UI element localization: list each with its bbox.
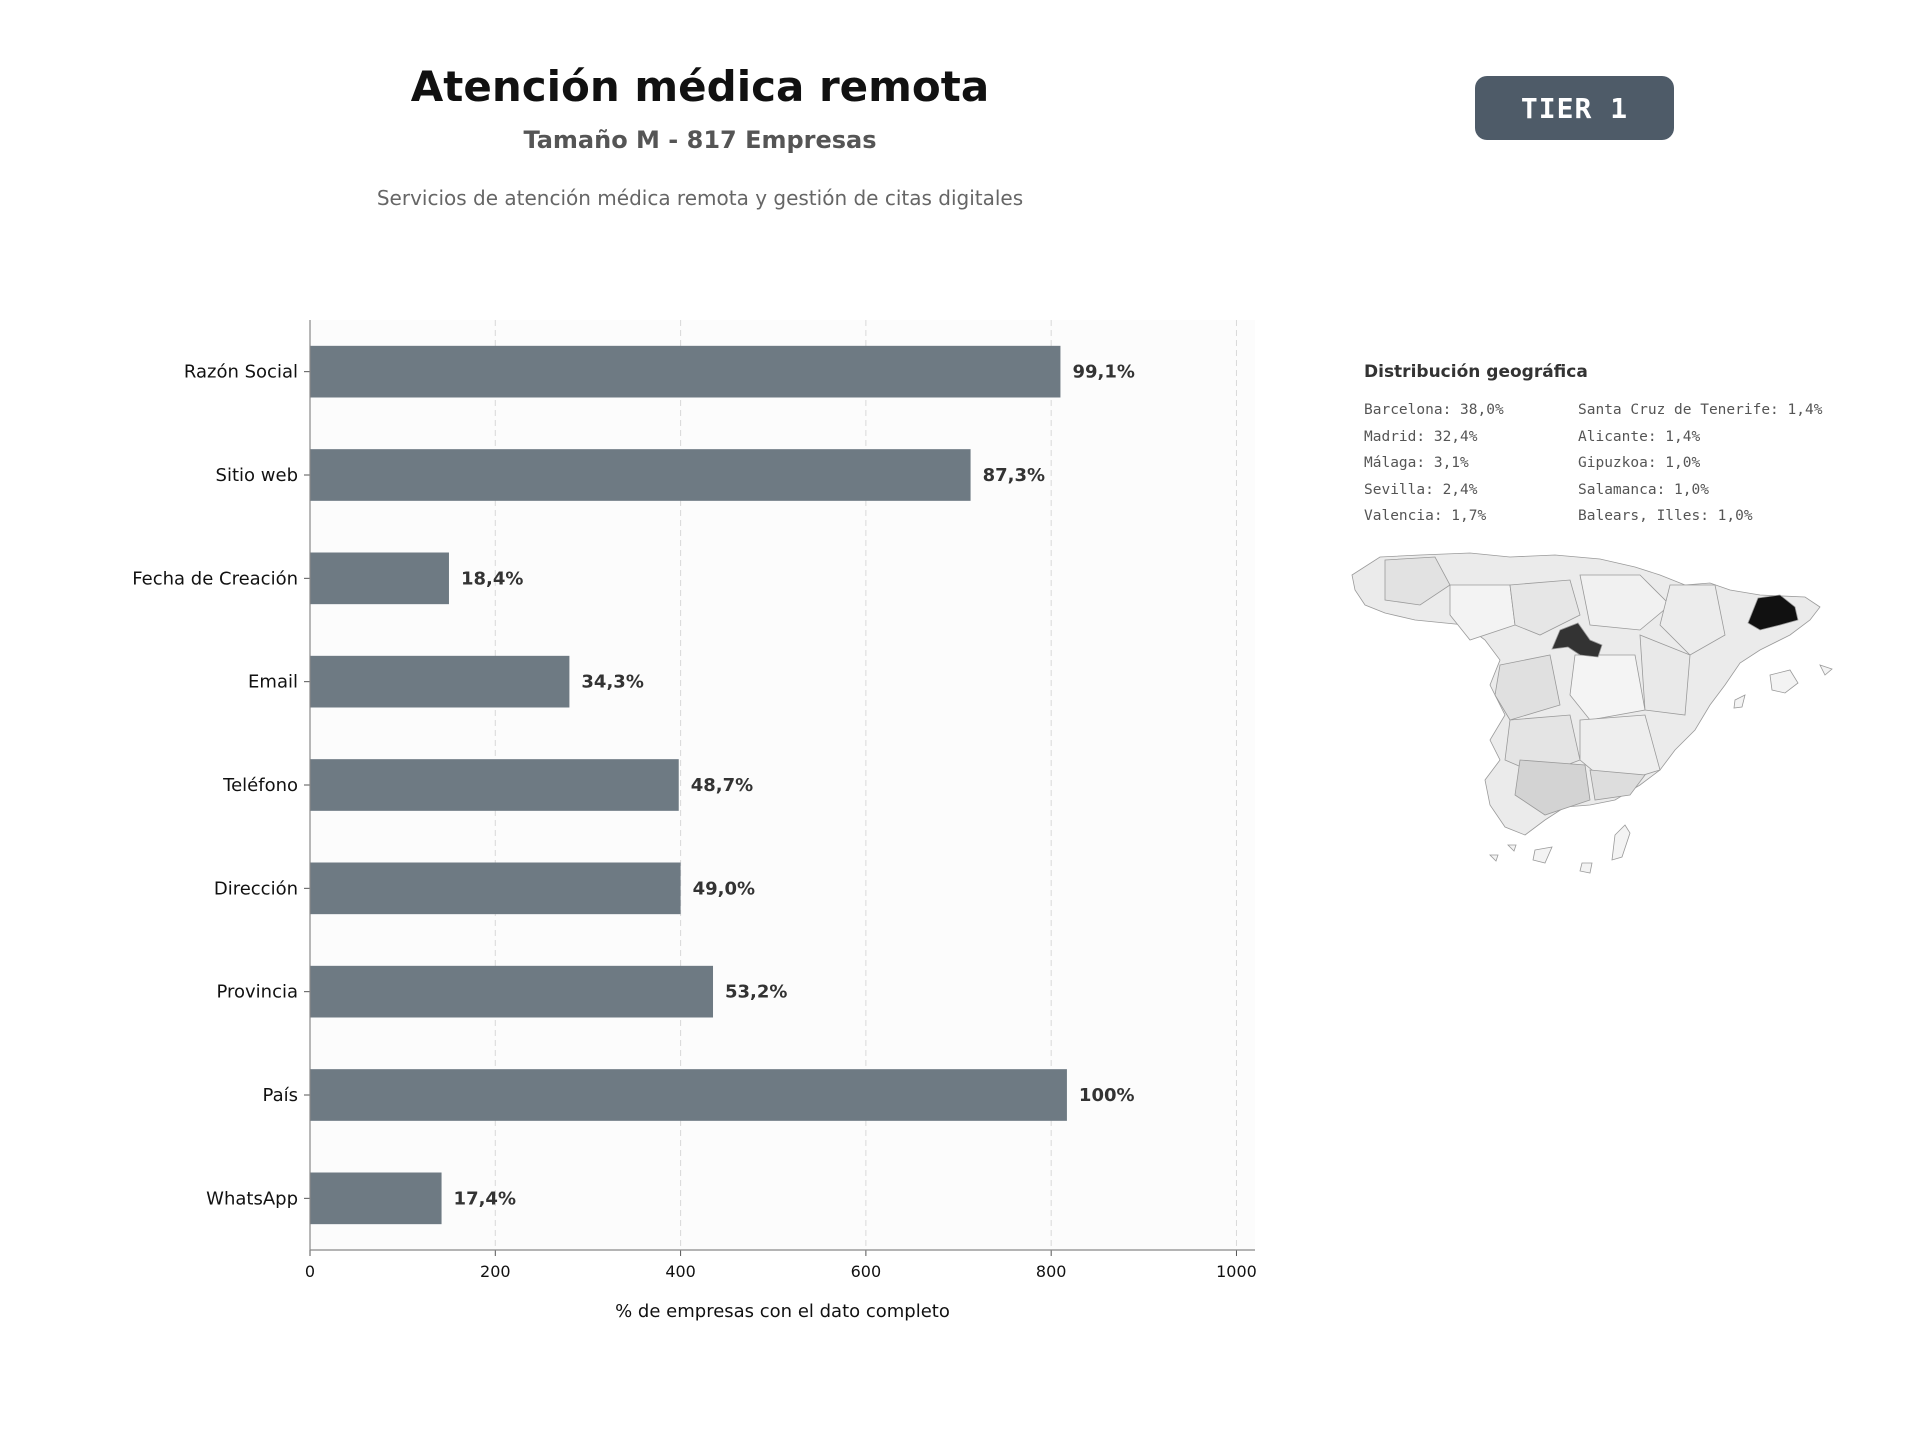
bar (310, 862, 681, 915)
geo-item: Gipuzkoa: 1,0% (1578, 455, 1701, 471)
map-canary-islands (1611, 824, 1631, 861)
map-canary-islands (1507, 844, 1517, 852)
map-canary-islands (1489, 854, 1499, 862)
page-subtitle: Tamaño M - 817 Empresas (523, 126, 877, 154)
data-label: 34,3% (581, 672, 643, 693)
x-tick-label: 1000 (1216, 1262, 1257, 1281)
map-balearic-islands (1819, 664, 1833, 676)
x-tick-label: 200 (480, 1262, 511, 1281)
map-balearic-islands (1733, 694, 1746, 709)
geo-item: Balears, Illes: 1,0% (1578, 508, 1753, 524)
data-label: 99,1% (1072, 362, 1134, 383)
data-label: 18,4% (461, 568, 523, 589)
geo-list-left: Barcelona: 38,0% Madrid: 32,4% Málaga: 3… (1364, 400, 1504, 533)
y-tick-label: País (263, 1085, 298, 1106)
y-tick-label: Razón Social (184, 362, 298, 383)
map-region (1384, 556, 1451, 606)
map-region (1569, 654, 1646, 721)
geo-item: Valencia: 1,7% (1364, 508, 1487, 524)
map-region (1579, 574, 1671, 631)
y-tick-label: Fecha de Creación (132, 568, 298, 589)
x-axis-label: % de empresas con el dato completo (615, 1301, 950, 1322)
geo-item: Santa Cruz de Tenerife: 1,4% (1578, 402, 1823, 418)
y-tick-label: Provincia (216, 982, 298, 1003)
bar (310, 1172, 442, 1225)
map-canary-islands (1532, 846, 1553, 864)
map-region (1494, 654, 1561, 721)
map-region (1514, 759, 1591, 816)
y-tick-label: Sitio web (216, 465, 298, 486)
geo-item: Barcelona: 38,0% (1364, 402, 1504, 418)
map-region (1639, 634, 1691, 716)
data-label: 49,0% (693, 878, 755, 899)
bar-chart: 0 200 400 600 800 1000 Razón Social 99,1% Sitio … (132, 320, 1257, 1322)
bar (310, 552, 449, 605)
map-region (1589, 769, 1646, 801)
bar (310, 449, 971, 501)
data-label: 100% (1079, 1085, 1135, 1106)
geo-item: Sevilla: 2,4% (1364, 481, 1478, 498)
bar (310, 345, 1061, 398)
x-tick-label: 400 (665, 1262, 696, 1281)
y-tick-label: WhatsApp (206, 1188, 298, 1209)
bar (310, 655, 570, 708)
x-tick-label: 800 (1036, 1262, 1067, 1281)
map-region (1449, 584, 1516, 641)
x-tick-label: 600 (851, 1262, 882, 1281)
x-tick-label: 0 (305, 1262, 315, 1281)
map-region-madrid (1551, 622, 1603, 658)
bar (310, 759, 679, 811)
data-label: 53,2% (725, 982, 787, 1003)
data-label: 48,7% (691, 775, 753, 796)
geo-item: Málaga: 3,1% (1364, 455, 1469, 471)
page-description: Servicios de atención médica remota y ge… (376, 186, 1024, 210)
geo-list-right: Santa Cruz de Tenerife: 1,4% Alicante: 1… (1578, 400, 1822, 533)
y-tick-label: Email (248, 672, 298, 693)
map-balearic-islands (1769, 669, 1799, 694)
map-canary-islands (1579, 862, 1593, 874)
geo-item: Madrid: 32,4% (1364, 428, 1478, 445)
bar (310, 965, 714, 1018)
data-label: 17,4% (454, 1188, 516, 1209)
map-region-barcelona (1747, 594, 1799, 631)
map-region (1659, 584, 1726, 656)
data-label: 87,3% (983, 465, 1045, 486)
geo-distribution-title: Distribución geográfica (1364, 362, 1588, 382)
y-tick-label: Dirección (214, 878, 298, 899)
spain-choropleth-map (1351, 552, 1833, 874)
map-region (1509, 579, 1581, 636)
geo-item: Salamanca: 1,0% (1578, 481, 1709, 498)
geo-item: Alicante: 1,4% (1578, 428, 1701, 445)
page-title: Atención médica remota (410, 62, 990, 111)
bar (310, 1069, 1067, 1121)
tier-badge: TIER 1 (1475, 76, 1674, 140)
y-tick-label: Teléfono (222, 775, 298, 796)
